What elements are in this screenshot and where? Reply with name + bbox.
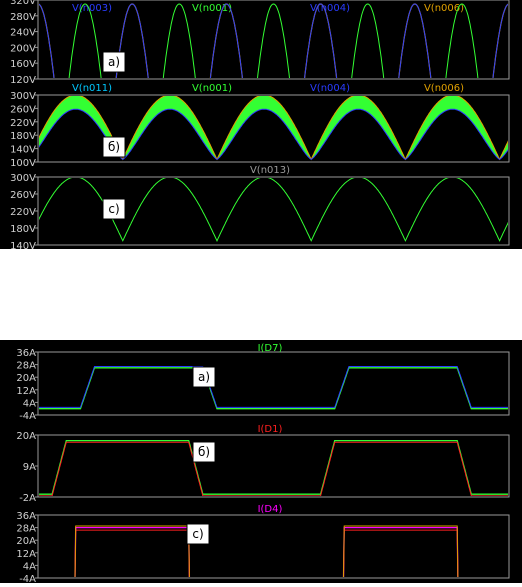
legend-entry: I(D4) bbox=[258, 504, 283, 515]
legend-entry: I(D7) bbox=[258, 343, 283, 354]
y-tick-label: 28A bbox=[16, 361, 36, 372]
legend-entry: V(n006) bbox=[424, 83, 464, 94]
series-line-rectified bbox=[39, 178, 508, 242]
ripple-band bbox=[39, 96, 508, 160]
legend-entry: I(D1) bbox=[258, 424, 283, 435]
panel-label-box bbox=[186, 523, 210, 545]
conduction-fill bbox=[41, 79, 59, 208]
y-tick-label: 180V bbox=[10, 224, 36, 235]
panel-label-box bbox=[102, 51, 126, 73]
y-tick-label: 320V bbox=[10, 0, 36, 7]
y-tick-label: 280V bbox=[10, 12, 36, 23]
plot-frame-3 bbox=[37, 351, 510, 416]
legend-entry: V(n001) bbox=[192, 83, 232, 94]
conduction-fill bbox=[229, 79, 247, 208]
legend-entry: V(n003) bbox=[72, 3, 112, 14]
y-tick-label: 180V bbox=[10, 131, 36, 142]
y-tick-label: 12A bbox=[16, 386, 36, 397]
series-line-secondary bbox=[74, 529, 459, 577]
y-tick-label: -2A bbox=[19, 493, 36, 504]
y-tick-label: 200V bbox=[10, 43, 36, 54]
legend-entry: V(n011) bbox=[72, 83, 112, 94]
panel-label-box bbox=[192, 441, 216, 463]
plot-area-2 bbox=[39, 178, 508, 242]
y-tick-label: 20A bbox=[16, 536, 36, 547]
y-tick-label: 20A bbox=[16, 431, 36, 442]
panel-label: б) bbox=[108, 140, 120, 154]
legend-entry: V(n004) bbox=[310, 83, 350, 94]
plot-frame-5 bbox=[37, 514, 510, 579]
voltage-plots: 320V 280V 240V 200V 160V 120V V(n003) V(n001) V(… bbox=[10, 0, 510, 252]
y-tick-label: 260V bbox=[10, 190, 36, 201]
series-line-secondary bbox=[39, 441, 508, 496]
y-tick-label: -4A bbox=[19, 574, 36, 583]
y-tick-label: 300V bbox=[10, 173, 36, 184]
y-tick-label: 9A bbox=[23, 462, 36, 473]
panel-label: c) bbox=[108, 202, 119, 216]
panel-label-box bbox=[102, 136, 126, 158]
series-line-current bbox=[74, 526, 459, 577]
plot-area-3 bbox=[39, 366, 508, 410]
series-line-top bbox=[74, 525, 459, 577]
current-scope: 36A 28A 20A 12A 4A -4A I(D7) a) 20A 9A -2A I(D1) б) 3… bbox=[0, 340, 522, 585]
legend-entry: V(n013) bbox=[250, 165, 290, 176]
conduction-fill bbox=[418, 79, 436, 208]
y-tick-label: 36A bbox=[16, 348, 36, 359]
y-tick-label: 20A bbox=[16, 373, 36, 384]
y-tick-label: -4A bbox=[19, 411, 36, 422]
panel-label: б) bbox=[198, 445, 210, 459]
y-tick-label: 220V bbox=[10, 207, 36, 218]
current-plots: 36A28A20A12A4A-4AI(D7)a)20A9A-2AI(D1)б)3… bbox=[16, 343, 510, 585]
y-tick-label: 260V bbox=[10, 104, 36, 115]
y-tick-label: 300V bbox=[10, 91, 36, 102]
y-tick-label: 220V bbox=[10, 118, 36, 129]
panel-label: a) bbox=[108, 55, 120, 69]
y-tick-label: 4A bbox=[23, 398, 36, 409]
plot-frame-0 bbox=[37, 0, 510, 80]
plot-frame-1 bbox=[37, 94, 510, 163]
series-line-current bbox=[39, 439, 508, 495]
y-tick-label: 100V bbox=[10, 158, 36, 169]
conduction-fill bbox=[135, 79, 153, 208]
legend-entry: V(n006) bbox=[424, 3, 464, 14]
y-tick-label: 120V bbox=[10, 75, 36, 86]
plot-frame-4 bbox=[37, 434, 510, 498]
panel-label-box bbox=[192, 366, 216, 388]
y-tick-label: 4A bbox=[23, 561, 36, 572]
panel-label-box bbox=[102, 198, 126, 220]
series-line-current bbox=[39, 367, 508, 410]
y-tick-label: 160V bbox=[10, 59, 36, 70]
y-tick-label: 36A bbox=[16, 511, 36, 522]
series-line-blue bbox=[39, 3, 508, 78]
conduction-fill bbox=[323, 79, 341, 208]
series-line-green bbox=[68, 3, 479, 78]
legend-entry: V(n004) bbox=[310, 3, 350, 14]
legend-entry: V(n001) bbox=[192, 3, 232, 14]
panel-label: a) bbox=[198, 370, 210, 384]
series-line-secondary bbox=[39, 366, 508, 408]
voltage-scope: 320V 280V 240V 200V 160V 120V V(n003) V(n001) V(… bbox=[0, 0, 522, 252]
plot-area-0 bbox=[39, 3, 508, 208]
panel-label: c) bbox=[192, 527, 203, 541]
plot-area-4 bbox=[39, 439, 508, 496]
y-tick-label: 240V bbox=[10, 28, 36, 39]
y-tick-label: 140V bbox=[10, 145, 36, 156]
y-tick-label: 28A bbox=[16, 524, 36, 535]
plot-area-5 bbox=[74, 525, 459, 577]
y-tick-label: 12A bbox=[16, 549, 36, 560]
y-tick-label: 140V bbox=[10, 241, 36, 249]
